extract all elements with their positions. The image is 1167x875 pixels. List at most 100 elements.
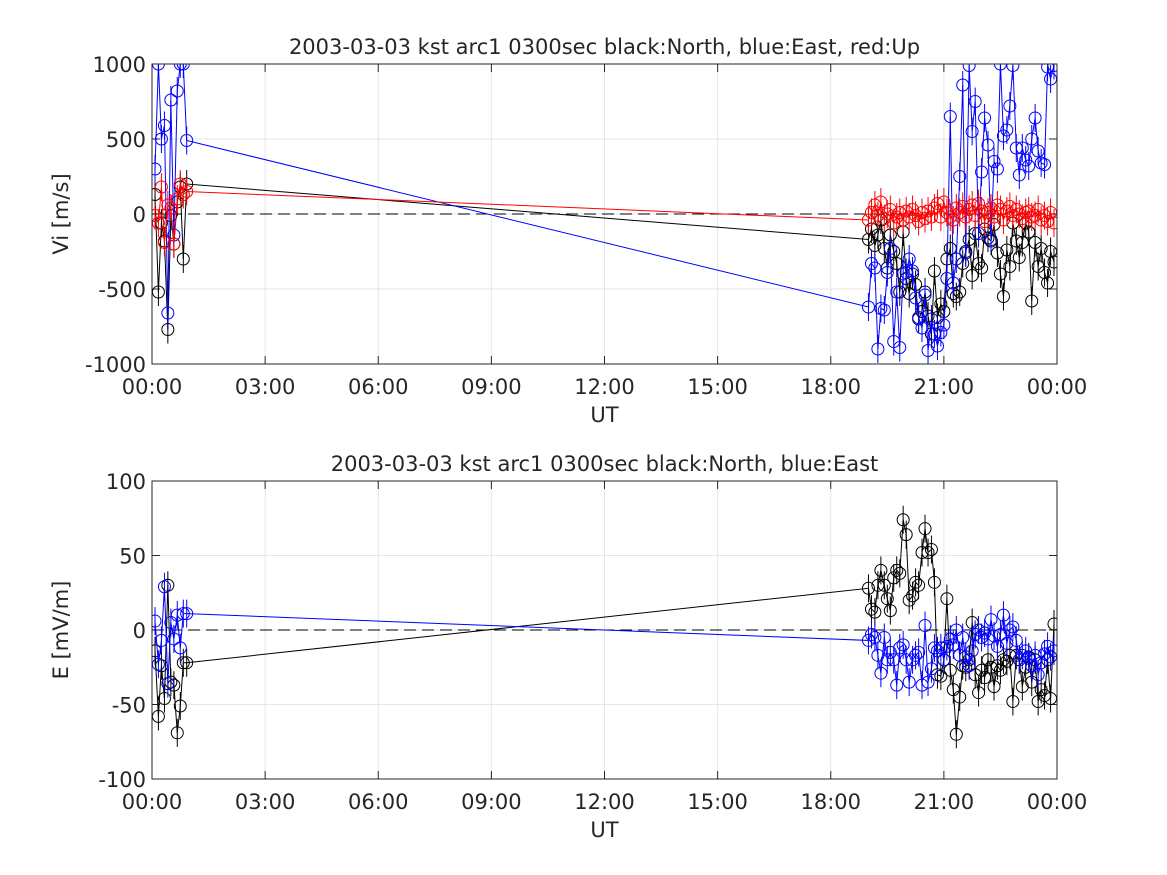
data-point <box>890 678 904 692</box>
data-point <box>912 645 926 659</box>
x-tick-label: 03:00 <box>235 375 296 399</box>
x-axis-label: UT <box>590 818 618 842</box>
data-point <box>993 267 1007 281</box>
data-point <box>912 578 926 592</box>
data-point <box>180 185 194 198</box>
data-point <box>1038 266 1052 279</box>
data-point <box>937 195 951 209</box>
data-point <box>1041 276 1055 290</box>
data-point <box>180 656 194 670</box>
data-point <box>868 630 882 644</box>
data-point <box>927 575 941 589</box>
data-point <box>861 581 875 595</box>
data-point <box>990 639 1004 653</box>
x-tick-label: 18:00 <box>800 375 861 399</box>
data-point <box>924 662 938 676</box>
chart-title: 2003-03-03 kst arc1 0300sec black:North,… <box>331 452 879 476</box>
y-tick-label: -50 <box>112 694 146 718</box>
y-tick-label: -100 <box>98 768 146 792</box>
data-point <box>896 267 910 281</box>
data-point <box>949 727 963 741</box>
data-point <box>868 605 882 619</box>
data-point <box>877 578 891 592</box>
data-point <box>902 675 916 689</box>
data-point <box>896 513 910 527</box>
data-point <box>956 78 970 92</box>
data-point <box>1015 141 1029 155</box>
data-point <box>1047 617 1057 631</box>
data-point <box>962 659 976 673</box>
data-point <box>868 239 882 252</box>
data-point <box>176 607 190 621</box>
data-point <box>152 209 162 222</box>
y-tick-label: 1000 <box>93 53 146 77</box>
data-point <box>180 134 194 147</box>
data-point <box>880 266 894 279</box>
data-point <box>996 290 1010 303</box>
data-point <box>173 64 187 71</box>
data-point <box>152 64 165 71</box>
electric-field-panel: 00:00 03:00 06:00 09:00 12:00 15:00 18:00 21:00… <box>49 452 1087 842</box>
data-point <box>154 132 168 146</box>
data-point <box>896 638 910 652</box>
data-point <box>152 162 162 176</box>
x-tick-label: 00:00 <box>1027 790 1088 814</box>
y-axis-label: Vi [m/s] <box>49 173 73 254</box>
data-point <box>918 522 932 536</box>
data-point <box>1009 633 1023 647</box>
data-point <box>965 125 979 138</box>
data-point <box>152 614 162 628</box>
data-point <box>157 580 171 594</box>
data-point <box>880 592 894 606</box>
data-point <box>176 64 190 71</box>
data-point <box>1031 668 1045 682</box>
x-tick-label: 15:00 <box>687 375 748 399</box>
data-point <box>962 64 976 72</box>
data-point <box>930 339 944 353</box>
data-point <box>861 300 875 314</box>
velocity-panel: 00:00 03:00 06:00 09:00 12:00 15:00 18:00 21:00… <box>49 35 1087 427</box>
data-point <box>949 252 963 266</box>
chart-title: 2003-03-03 kst arc1 0300sec black:North,… <box>289 35 920 59</box>
data-point <box>953 690 967 704</box>
data-point <box>167 237 181 251</box>
data-point <box>864 257 878 270</box>
data-point <box>918 288 932 302</box>
data-point <box>180 607 194 621</box>
data-point <box>937 653 951 667</box>
data-point <box>915 321 929 335</box>
data-point <box>981 138 995 152</box>
series-1 <box>152 572 1057 700</box>
data-point <box>924 312 938 326</box>
data-point <box>972 686 986 700</box>
x-tick-label: 00:00 <box>122 790 183 814</box>
data-point <box>883 604 897 618</box>
data-point <box>1047 255 1057 269</box>
x-tick-label: 00:00 <box>122 375 183 399</box>
data-point <box>1047 64 1057 72</box>
data-point <box>968 95 982 108</box>
series-2 <box>152 170 1057 258</box>
data-point <box>965 644 979 658</box>
y-axis-label: E [mV/m] <box>49 581 73 680</box>
data-point <box>906 264 920 278</box>
data-point <box>972 257 986 270</box>
data-point <box>984 613 998 627</box>
x-tick-label: 12:00 <box>574 375 635 399</box>
data-point <box>1000 636 1014 650</box>
data-point <box>921 546 935 560</box>
data-point <box>1025 294 1039 308</box>
data-point <box>902 593 916 607</box>
data-point <box>972 197 986 210</box>
data-point <box>940 592 954 606</box>
data-point <box>1047 644 1057 658</box>
y-tick-label: 100 <box>106 470 146 494</box>
data-point <box>890 285 904 299</box>
data-point <box>924 543 938 557</box>
data-point <box>934 326 948 339</box>
data-point <box>1000 243 1014 257</box>
y-tick-label: -500 <box>98 278 146 302</box>
data-point <box>868 261 882 275</box>
data-point <box>996 608 1010 622</box>
